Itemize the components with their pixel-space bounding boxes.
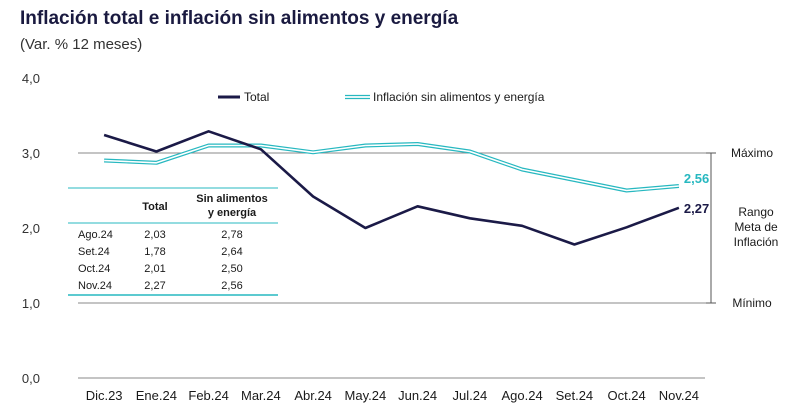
- table-header-core-1: Sin alimentos: [196, 193, 268, 205]
- series-line-total: [103, 130, 680, 246]
- x-tick-label: Abr.24: [294, 388, 332, 403]
- x-tick-label: Oct.24: [607, 388, 645, 403]
- x-tick-label: Feb.24: [188, 388, 228, 403]
- range-label-2: Meta de: [734, 220, 778, 234]
- x-tick-label: Mar.24: [241, 388, 281, 403]
- table-cell-total: 2,27: [144, 280, 165, 292]
- table-header-core-2: y energía: [208, 207, 257, 219]
- table-cell-total: 1,78: [144, 246, 165, 258]
- table-cell-month: Oct.24: [78, 263, 110, 275]
- table-cell-total: 2,03: [144, 229, 165, 241]
- series-group: 2,56 2,27: [103, 130, 709, 246]
- table-rows: Ago.24 2,03 2,78 Set.24 1,78 2,64 Oct.24 2,01 2,…: [78, 229, 243, 292]
- x-tick-label: Set.24: [556, 388, 594, 403]
- max-label: Máximo: [731, 146, 773, 160]
- chart-title: Inflación total e inflación sin alimento…: [20, 8, 459, 29]
- y-tick-label: 2,0: [22, 221, 40, 236]
- table-cell-month: Ago.24: [78, 229, 113, 241]
- end-label-core: 2,56: [684, 171, 709, 186]
- x-tick-label: Nov.24: [659, 388, 699, 403]
- range-label-1: Rango: [738, 205, 774, 219]
- grid: [78, 152, 715, 379]
- x-tick-label: Ene.24: [136, 388, 177, 403]
- x-tick-label: Ago.24: [502, 388, 543, 403]
- x-tick-label: Jul.24: [453, 388, 488, 403]
- table-cell-core: 2,64: [221, 246, 242, 258]
- chart-subtitle: (Var. % 12 meses): [20, 36, 143, 53]
- x-tick-label: May.24: [345, 388, 387, 403]
- series-line-core-inner: [104, 143, 679, 192]
- data-table: Total Sin alimentos y energía Ago.24 2,03…: [68, 187, 278, 296]
- x-tick-label: Jun.24: [398, 388, 437, 403]
- x-tick-label: Dic.23: [86, 388, 123, 403]
- min-label: Mínimo: [732, 296, 772, 310]
- y-axis: 0,0 1,0 2,0 3,0 4,0: [22, 71, 40, 386]
- end-label-total: 2,27: [684, 201, 709, 216]
- table-cell-core: 2,56: [221, 280, 242, 292]
- table-cell-total: 2,01: [144, 263, 165, 275]
- y-tick-label: 1,0: [22, 296, 40, 311]
- table-cell-core: 2,78: [221, 229, 242, 241]
- table-header-total: Total: [142, 201, 167, 213]
- table-cell-month: Set.24: [78, 246, 110, 258]
- y-tick-label: 0,0: [22, 371, 40, 386]
- legend-label-core: Inflación sin alimentos y energía: [373, 90, 545, 104]
- table-cell-core: 2,50: [221, 263, 242, 275]
- table-cell-month: Nov.24: [78, 280, 112, 292]
- legend-label-total: Total: [244, 90, 269, 104]
- y-tick-label: 3,0: [22, 146, 40, 161]
- target-range: Máximo Mínimo Rango Meta de Inflación: [706, 146, 778, 310]
- range-label-3: Inflación: [734, 235, 779, 249]
- y-tick-label: 4,0: [22, 71, 40, 86]
- x-axis: Dic.23 Ene.24 Feb.24 Mar.24 Abr.24 May.24 Jun.…: [86, 388, 699, 403]
- legend: Total Inflación sin alimentos y energía: [218, 90, 545, 104]
